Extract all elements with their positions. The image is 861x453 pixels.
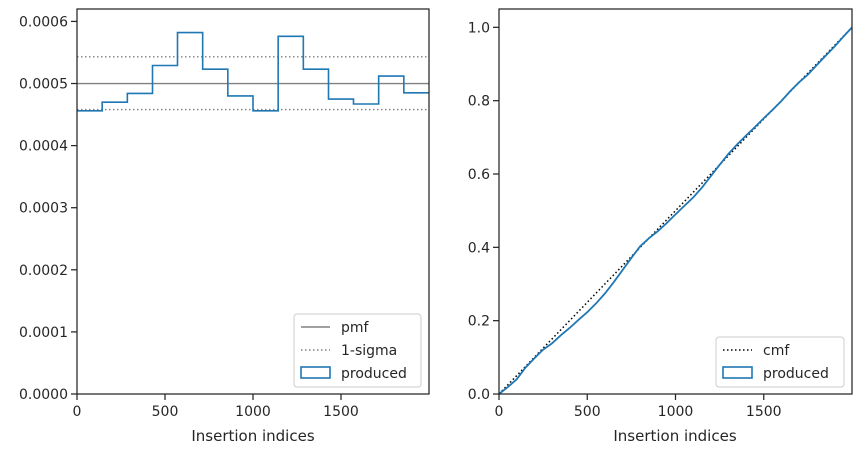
y-tick-label: 0.6 <box>468 167 490 183</box>
cmf-panel: 0 500 1000 1500 0.0 0.2 0.4 0.6 0.8 1.0 Insertio… <box>468 8 853 445</box>
legend-label: produced <box>763 366 829 382</box>
y-tick-label: 0.0001 <box>19 325 68 341</box>
y-tick-label: 0.0006 <box>19 14 68 30</box>
y-tick-label: 0.0004 <box>19 139 68 155</box>
y-tick-label: 0.0003 <box>19 201 68 217</box>
x-axis-label-left: Insertion indices <box>191 427 314 445</box>
y-tick-label: 0.8 <box>468 94 490 110</box>
legend-left: pmf 1-sigma produced <box>293 313 422 388</box>
produced-histogram-step <box>77 31 429 112</box>
y-tick-label: 0.4 <box>468 240 490 256</box>
legend-right: cmf produced <box>715 336 845 388</box>
x-axis-label-right: Insertion indices <box>613 427 736 445</box>
legend-label: cmf <box>763 343 790 359</box>
y-tick-label: 0.0005 <box>19 77 68 93</box>
y-tick-label: 0.2 <box>468 314 490 330</box>
plot-area-left <box>77 31 429 112</box>
x-tick-label: 0 <box>73 404 82 420</box>
legend-box <box>293 313 422 388</box>
produced-series-line <box>498 26 853 395</box>
legend-label: 1-sigma <box>341 343 397 359</box>
x-axis-left: 0 500 1000 1500 <box>73 394 359 420</box>
y-tick-label: 0.0 <box>468 387 490 403</box>
legend-patch <box>722 366 753 379</box>
y-axis-left: 0.0000 0.0001 0.0002 0.0003 0.0004 0.0005 0.00… <box>19 14 77 403</box>
x-tick-label: 1500 <box>323 404 359 420</box>
x-tick-label: 1000 <box>658 404 694 420</box>
legend-label: produced <box>341 366 407 382</box>
axes-frame-right <box>498 8 853 395</box>
x-tick-label: 0 <box>495 404 504 420</box>
y-tick-label: 1.0 <box>468 20 490 36</box>
pmf-histogram-panel: 0 500 1000 1500 0.00000.00010.00020.00030.0… <box>19 8 430 445</box>
legend-patch <box>300 366 331 379</box>
plot-area-right <box>498 26 853 395</box>
y-tick-label: 0.0002 <box>19 263 68 279</box>
y-tick-label: 0.0000 <box>19 387 68 403</box>
x-tick-label: 500 <box>574 404 601 420</box>
x-tick-label: 500 <box>152 404 179 420</box>
x-tick-label: 1500 <box>746 404 782 420</box>
legend-label: pmf <box>341 320 370 336</box>
x-axis-right: 0 500 1000 1500 <box>495 394 782 420</box>
x-tick-label: 1000 <box>235 404 271 420</box>
y-axis-right: 0.0 0.2 0.4 0.6 0.8 1.0 <box>468 20 499 403</box>
